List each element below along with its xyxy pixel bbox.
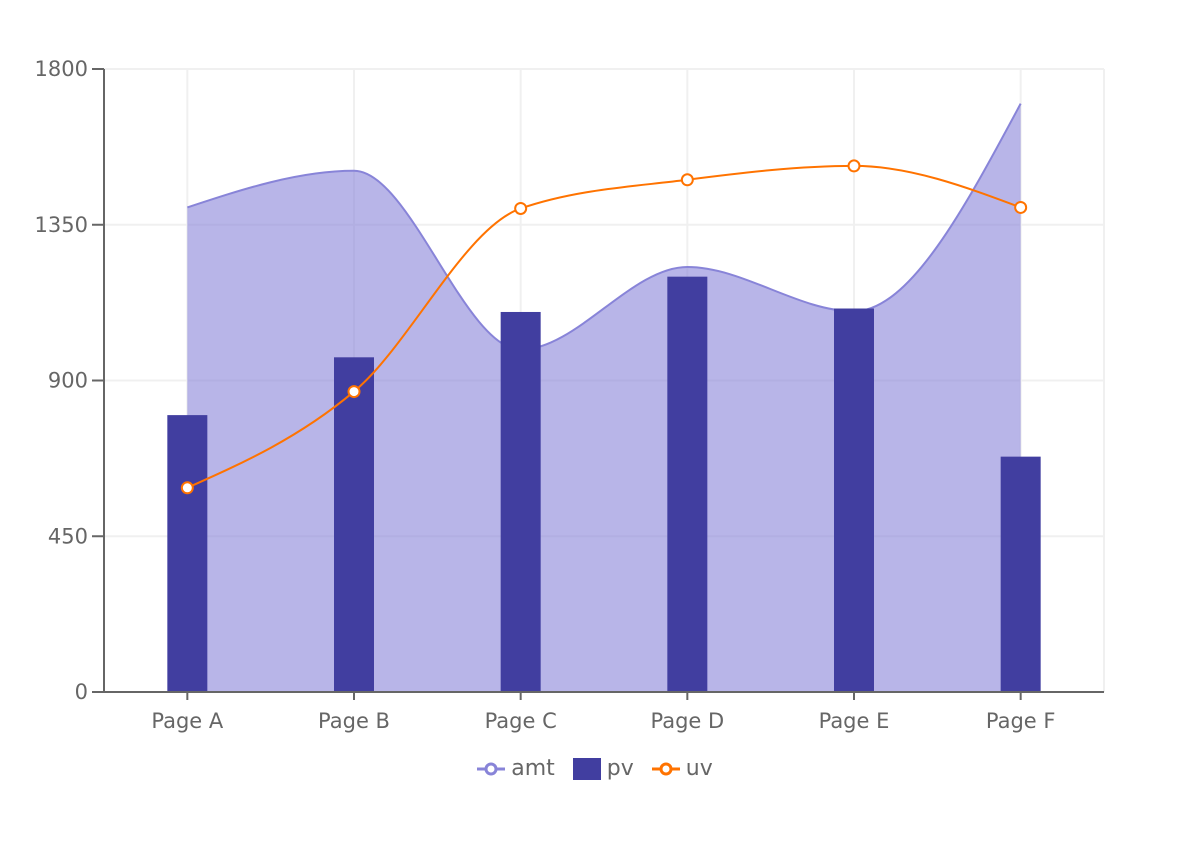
legend-item-pv[interactable]: pv [572, 756, 634, 781]
amt-area-series [187, 103, 1022, 693]
uv-line [186, 164, 1022, 489]
legend-label: amt [511, 756, 555, 781]
pv-bar[interactable] [1000, 456, 1041, 692]
square-icon [572, 757, 601, 780]
y-tick-label: 450 [48, 524, 88, 548]
pv-bar-series [167, 276, 1041, 692]
x-tick-label: Page C [485, 709, 557, 733]
legend: amt pv uv [0, 756, 1190, 781]
pv-bar[interactable] [667, 276, 708, 692]
y-tick-label: 1800 [35, 57, 88, 81]
line-circle-icon [477, 762, 506, 775]
legend-label: uv [685, 756, 713, 781]
uv-dot[interactable] [347, 385, 361, 399]
pv-bar[interactable] [167, 415, 208, 692]
uv-dot[interactable] [680, 173, 694, 187]
x-tick-label: Page F [986, 709, 1056, 733]
legend-label: pv [606, 756, 634, 781]
uv-dot[interactable] [1014, 200, 1028, 214]
line-circle-icon [651, 762, 680, 775]
pv-bar[interactable] [334, 357, 374, 692]
y-tick-label: 0 [75, 680, 88, 704]
pv-bar[interactable] [500, 311, 541, 692]
pv-bar[interactable] [834, 308, 874, 692]
uv-dot[interactable] [514, 201, 528, 215]
legend-item-amt[interactable]: amt [477, 756, 555, 781]
uv-line-series [180, 159, 1028, 495]
x-tick-label: Page E [819, 709, 890, 733]
axes: 0 450 900 1350 1800 Page A Page B Page C Page D P… [35, 57, 1104, 733]
x-tick-label: Page A [151, 709, 224, 733]
y-tick-label: 900 [48, 369, 88, 393]
x-tick-label: Page B [318, 709, 390, 733]
uv-dot[interactable] [847, 159, 861, 173]
y-tick-label: 1350 [35, 213, 88, 237]
amt-area-line [187, 103, 1022, 351]
amt-area-fill [187, 103, 1021, 693]
x-tick-label: Page D [650, 709, 724, 733]
uv-dot[interactable] [180, 481, 194, 495]
legend-item-uv[interactable]: uv [651, 756, 713, 781]
